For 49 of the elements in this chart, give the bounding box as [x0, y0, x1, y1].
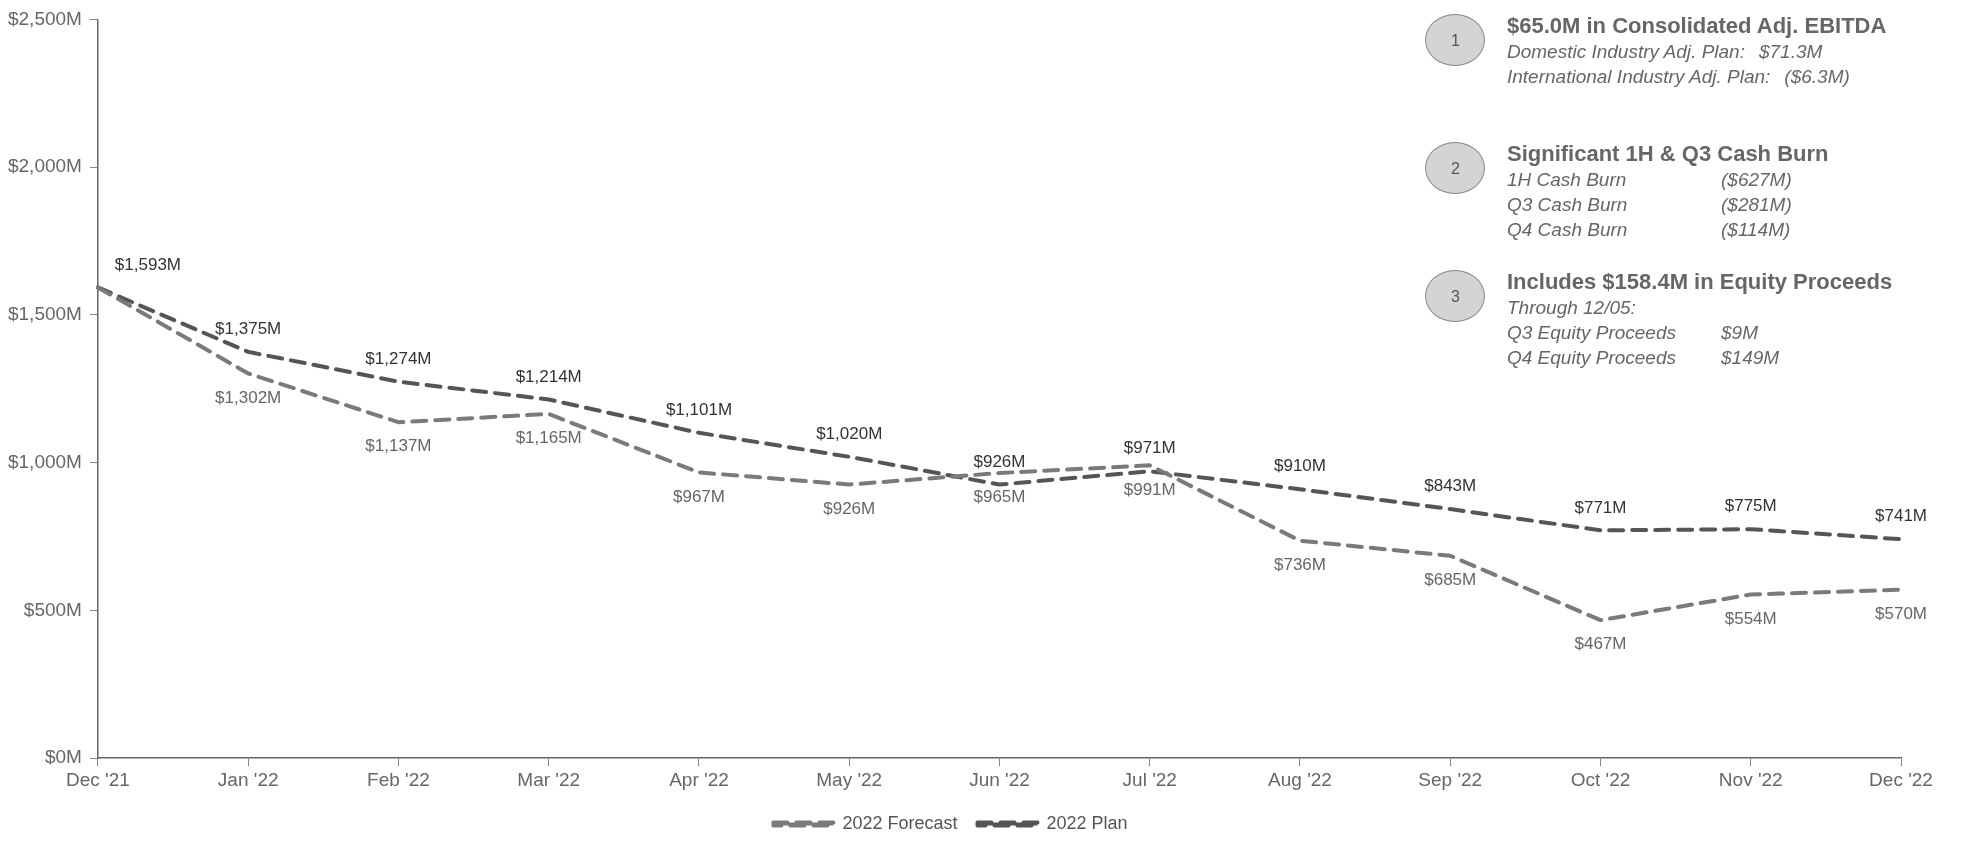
- text: Significant 1H & Q3 Cash Burn 1H Cash Burn ($627M) Q3 Cash Burn ($281M) Q4 Cash Burn ($114M): [1507, 141, 1829, 240]
- data-label: $1,302M: [215, 387, 282, 407]
- data-label: $685M: [1424, 569, 1477, 589]
- x-tick-label: Apr '22: [669, 768, 729, 790]
- data-label: $910M: [1273, 456, 1326, 476]
- data-label: $1,214M: [515, 366, 582, 386]
- data-label: $971M: [1123, 438, 1176, 458]
- x-tick-label: Oct '22: [1570, 768, 1631, 790]
- data-label: $775M: [1724, 496, 1777, 516]
- x-tick-label: Jul '22: [1122, 768, 1177, 790]
- data-label: $467M: [1574, 634, 1627, 654]
- y-tick-label: $500M: [23, 598, 82, 620]
- data-label: $1,137M: [365, 436, 432, 456]
- x-tick-label: May '22: [816, 768, 883, 790]
- x-tick-label: Sep '22: [1418, 768, 1483, 790]
- y-tick-label: $2,500M: [7, 7, 82, 29]
- data-label: $967M: [672, 486, 725, 506]
- x-tick-label: Feb '22: [367, 768, 430, 790]
- data-label: $1,020M: [816, 423, 883, 443]
- data-label: $926M: [973, 451, 1026, 471]
- x-tick-label: Nov '22: [1718, 768, 1783, 790]
- data-label: $965M: [973, 487, 1026, 507]
- data-label: $1,165M: [515, 428, 582, 448]
- data-label: $926M: [823, 498, 876, 518]
- data-label: $570M: [1875, 603, 1927, 623]
- y-tick-label: $2,000M: [7, 155, 82, 177]
- y-tick-label: $1,500M: [7, 303, 82, 325]
- data-label: $736M: [1273, 554, 1326, 574]
- data-label: $741M: [1875, 506, 1927, 526]
- data-label: $771M: [1574, 497, 1627, 517]
- data-label: $1,375M: [215, 319, 282, 339]
- data-label: $1,274M: [365, 348, 432, 368]
- y-tick-label: $0M: [44, 746, 82, 768]
- data-label: $1,593M: [114, 254, 182, 274]
- data-label: $991M: [1123, 479, 1176, 499]
- text: Includes $158.4M in Equity Proceeds Through 12/05: Q3 Equity Proceeds $9M Q4 Equity Proceeds $149M: [1507, 269, 1893, 368]
- legend-label: 2022 Plan: [1046, 812, 1128, 833]
- x-tick-label: Mar '22: [517, 768, 581, 790]
- x-tick-label: Dec '22: [1869, 768, 1933, 790]
- data-label: $1,101M: [665, 400, 733, 420]
- annotation: $65.0M in Consolidated Adj. EBITDA Domestic Industry Adj. Plan: $71.3M International Industry Adj. Plan: ($6.3M): [1507, 12, 1887, 89]
- y-tick-label: $1,000M: [7, 450, 82, 472]
- data-label: $554M: [1724, 608, 1777, 628]
- x-tick-label: Aug '22: [1268, 768, 1332, 790]
- x-tick-label: Dec '21: [66, 768, 130, 790]
- data-label: $843M: [1424, 476, 1477, 496]
- legend-label: 2022 Forecast: [842, 812, 958, 833]
- x-tick-label: Jan '22: [217, 768, 279, 790]
- x-tick-label: Jun '22: [969, 768, 1030, 790]
